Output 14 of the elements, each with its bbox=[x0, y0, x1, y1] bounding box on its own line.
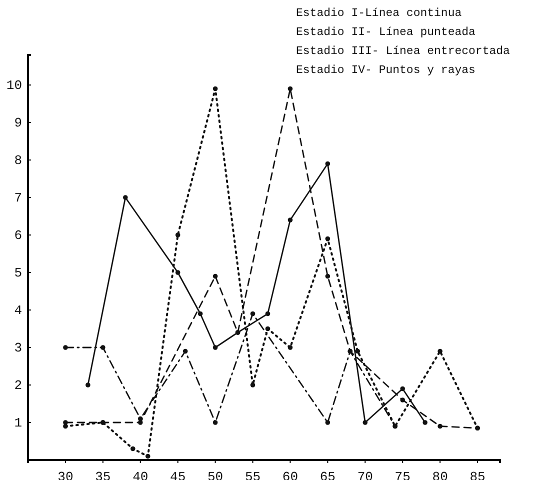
y-tick-label: 10 bbox=[6, 78, 22, 94]
text: Estadio II- Línea punteada bbox=[296, 26, 476, 39]
y-tick-label: 4 bbox=[14, 303, 22, 318]
y-tick-label: 7 bbox=[14, 190, 22, 206]
annotation: Estadio III- Línea entrecortada bbox=[296, 45, 510, 58]
y-tick-label: 2 bbox=[14, 378, 22, 394]
text: Estadio I-Línea continua bbox=[296, 7, 462, 20]
annotation: Estadio IV- Puntos y rayas bbox=[296, 64, 476, 77]
y-tick-label: 6 bbox=[14, 228, 22, 244]
y-tick-label: 1 bbox=[14, 416, 22, 431]
y-tick-label: 3 bbox=[14, 340, 22, 356]
y-tick-label: 9 bbox=[14, 116, 22, 131]
y-tick-label: 5 bbox=[14, 266, 22, 281]
y-tick-label: 8 bbox=[14, 153, 22, 168]
